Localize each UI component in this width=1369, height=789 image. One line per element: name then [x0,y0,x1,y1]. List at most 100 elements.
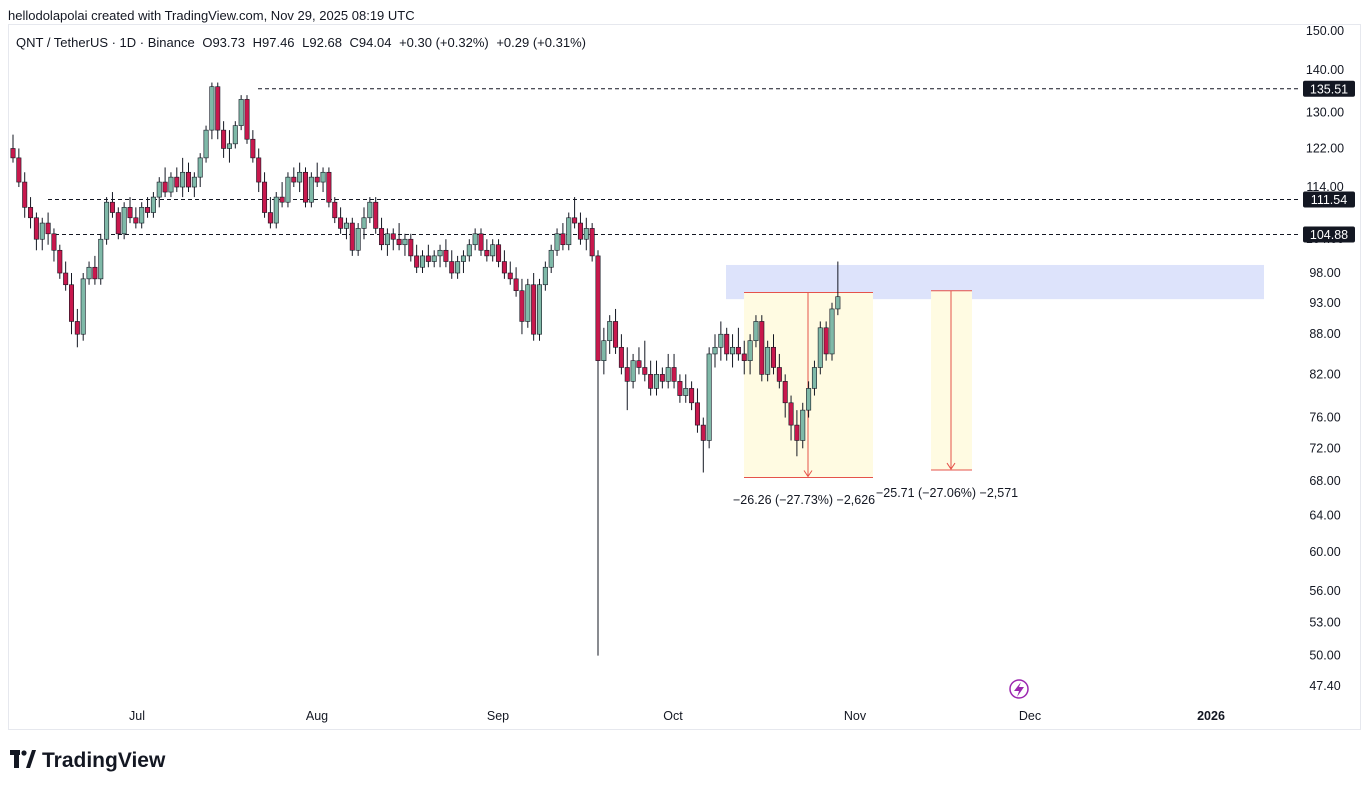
x-tick-label: Dec [1019,709,1041,723]
candle-body [203,129,209,159]
candle-body [741,353,747,361]
candle-body [33,217,39,240]
price-label-box [1303,80,1355,97]
candle-body [607,321,613,342]
candle-body [338,217,344,229]
candle-body [531,284,537,335]
candle-body [408,238,414,257]
candle-body [419,255,425,268]
candle-body [238,99,244,126]
event-lightning-glyph [1014,682,1024,697]
candle-body [285,176,291,203]
candle-body [519,290,525,322]
candle-body [794,424,800,441]
candle-body [835,296,841,310]
candle-body [168,176,174,193]
candle-body [279,196,285,203]
candle-body [244,99,250,140]
candle-body [297,171,303,183]
candle-body [694,402,700,426]
candle-body [472,233,478,246]
y-tick-label: 140.00 [1306,63,1344,77]
candle-body [659,374,665,382]
candle-body [28,207,34,219]
candle-body [314,176,320,183]
candle-body [770,346,776,368]
candle-body [683,388,689,396]
measure-arrow-head [803,470,813,478]
candle-body [326,171,332,203]
candle-body [788,402,794,426]
candle-body [671,367,677,382]
candle-body [186,171,192,188]
candle-body [806,388,812,411]
candle-body [174,176,180,188]
candle-body [496,244,502,262]
candle-body [800,409,806,441]
candle-body [39,222,45,240]
y-tick-label: 56.00 [1309,584,1340,598]
candle-body [724,333,730,355]
measure-label: −25.71 (−27.06%) −2,571 [876,486,1018,500]
price-label-box [1303,191,1355,208]
candle-body [431,255,437,262]
legend-change: +0.30 (+0.32%) [399,35,489,50]
x-tick-label: Oct [663,709,683,723]
candle-body [765,346,771,375]
candle-body [361,217,367,229]
legend-symbol[interactable]: QNT / TetherUS · 1D · Binance [16,35,195,50]
candle-body [437,249,443,257]
candle-body [443,249,449,262]
y-tick-label: 60.00 [1309,545,1340,559]
candle-body [302,171,308,203]
candle-body [221,129,227,149]
candle-body [782,381,788,404]
candle-body [355,228,361,251]
candle-body [630,360,636,382]
candle-body [759,321,765,375]
candle-body [536,284,542,335]
y-tick-label: 130.00 [1306,105,1344,119]
candle-body [455,261,461,274]
legend-change-2: +0.29 (+0.31%) [496,35,586,50]
candle-body [343,222,349,229]
tradingview-logo[interactable]: TradingView [10,748,165,774]
candle-body [589,228,595,257]
candle-body [349,222,355,251]
candle-body [718,333,724,348]
candle-body [665,367,671,382]
candle-body [226,143,232,149]
candle-body [560,233,566,246]
candle-body [127,207,133,219]
candle-body [414,255,420,268]
candle-body [601,340,607,361]
candle-body [636,360,642,368]
y-tick-label: 114.00 [1306,180,1343,194]
candle-body [542,266,548,286]
x-tick-label: Jul [129,709,145,723]
price-label-text: 104.88 [1310,228,1348,242]
candle-body [747,340,753,361]
chart-header: hellodolapolai created with TradingView.… [8,8,415,23]
candle-body [197,157,203,178]
candle-body [98,238,104,280]
candle-body [829,308,835,355]
measure-arrow-head [946,462,956,470]
y-tick-label: 93.00 [1309,296,1340,310]
x-tick-label: Sep [487,709,509,723]
candle-body [80,278,86,335]
candle-body [256,157,262,183]
candle-body [513,278,519,291]
candle-body [74,321,80,335]
candle-body [180,171,186,188]
candle-body [577,222,583,240]
candle-body [291,176,297,183]
candle-body [320,171,326,183]
candle-body [367,201,373,219]
candle-body [466,244,472,257]
candle-body [501,261,507,274]
candle-body [677,381,683,396]
candle-body [384,233,390,246]
price-label-box [1303,226,1355,243]
